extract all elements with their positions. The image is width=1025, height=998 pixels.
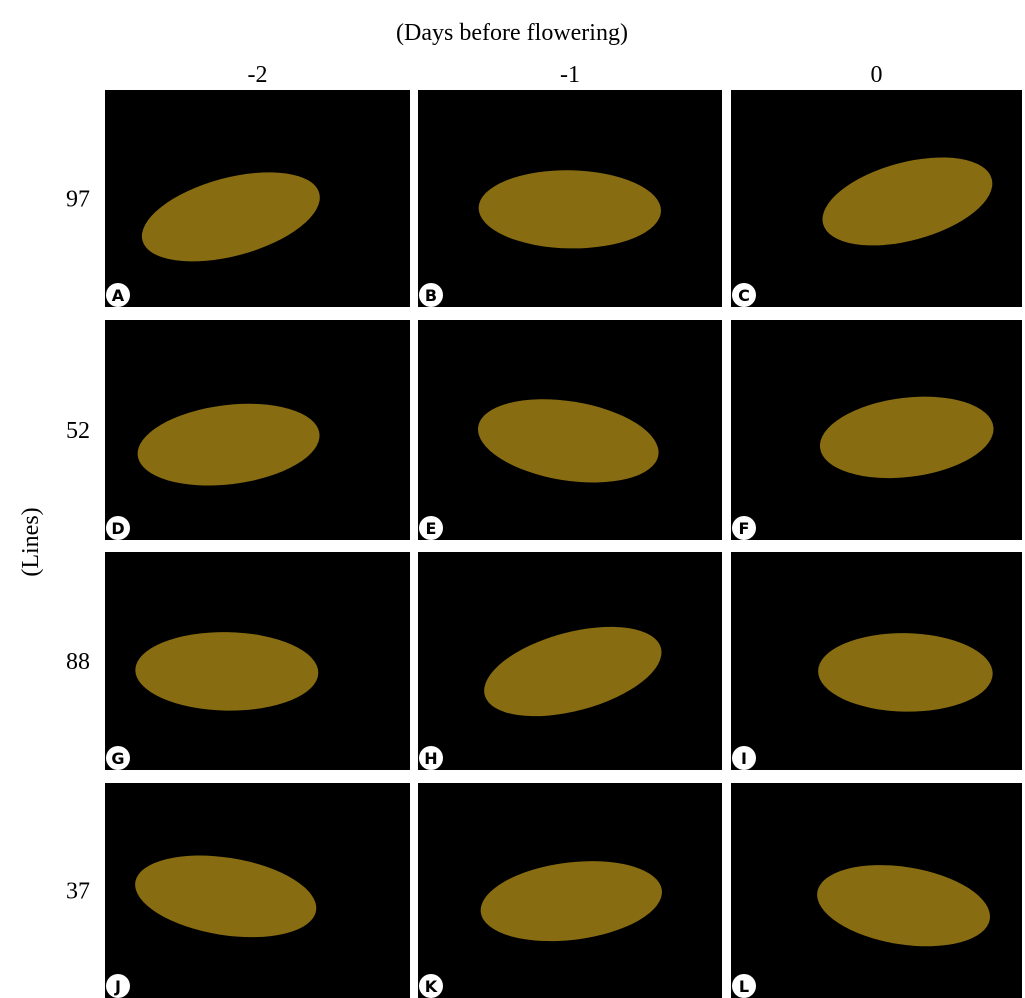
row-label: 37	[66, 879, 90, 905]
image-panel: G	[105, 552, 410, 770]
x-axis-title: (Days before flowering)	[396, 20, 628, 46]
panel-letter: F	[739, 519, 750, 538]
panel-letter: B	[425, 286, 437, 305]
panel-letter: H	[424, 749, 437, 768]
panel-letter: I	[741, 749, 747, 768]
panel-letter: C	[738, 286, 750, 305]
column-label: -1	[560, 62, 580, 88]
figure: (Days before flowering) (Lines) -2 -1 0 97 A…	[0, 0, 1025, 998]
image-panel: J	[105, 783, 410, 998]
image-panel: I	[731, 552, 1022, 770]
image-panel: D	[105, 320, 410, 540]
panel-letter: E	[426, 519, 437, 538]
image-panel: C	[731, 90, 1022, 307]
image-panel: B	[418, 90, 722, 307]
panel-letter: L	[739, 977, 749, 996]
panel-letter: J	[114, 977, 121, 996]
image-panel: F	[731, 320, 1022, 540]
row-label: 97	[66, 187, 90, 213]
image-panel: L	[731, 783, 1022, 998]
panel-letter: K	[425, 977, 438, 996]
image-panel: E	[418, 320, 722, 540]
panel-letter: G	[111, 749, 124, 768]
row-label: 52	[66, 418, 90, 444]
panel-letter: A	[112, 286, 125, 305]
image-panel: K	[418, 783, 722, 998]
image-panel: A	[105, 90, 410, 307]
y-axis-title: (Lines)	[18, 507, 44, 576]
panel-letter: D	[111, 519, 124, 538]
column-label: 0	[871, 62, 883, 88]
image-panel: H	[418, 552, 722, 770]
column-label: -2	[248, 62, 268, 88]
row-label: 88	[66, 649, 90, 675]
